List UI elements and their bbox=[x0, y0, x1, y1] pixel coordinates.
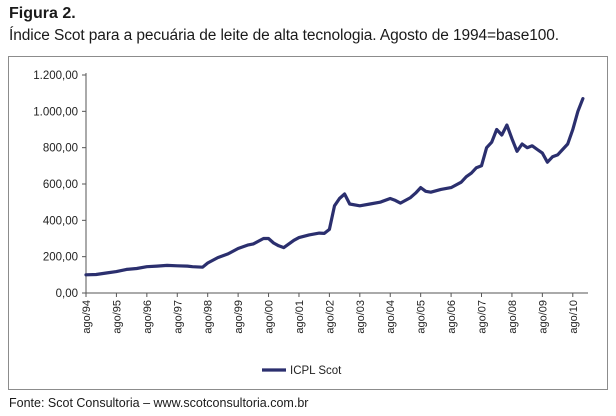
x-tick-label: ago/98 bbox=[203, 300, 215, 334]
figure-caption: Índice Scot para a pecuária de leite de … bbox=[9, 27, 559, 44]
series-group bbox=[84, 96, 585, 277]
y-axis: 0,00 200,00 400,00 600,00 800,00 1.000,00 1.20… bbox=[33, 70, 87, 300]
x-tick-label: ago/03 bbox=[355, 300, 367, 334]
x-tick-label: ago/06 bbox=[446, 300, 458, 334]
x-tick-label: ago/97 bbox=[172, 300, 184, 334]
x-tick-label: ago/07 bbox=[477, 300, 489, 334]
x-tick-label: ago/01 bbox=[294, 300, 306, 334]
legend-label: ICPL Scot bbox=[290, 365, 342, 377]
chart-frame bbox=[8, 56, 608, 390]
x-tick-label: ago/95 bbox=[111, 300, 123, 334]
x-tick-label: ago/09 bbox=[537, 300, 549, 334]
y-tick-label: 1.200,00 bbox=[33, 70, 78, 82]
y-tick-label: 200,00 bbox=[43, 252, 78, 264]
x-tick-label: ago/04 bbox=[385, 300, 397, 334]
x-tick-label: ago/05 bbox=[416, 300, 428, 334]
x-tick-label: ago/00 bbox=[264, 300, 276, 334]
x-tick-label: ago/96 bbox=[142, 300, 154, 334]
y-tick-label: 800,00 bbox=[43, 143, 78, 155]
y-tick-label: 600,00 bbox=[43, 179, 78, 191]
y-tick-label: 1.000,00 bbox=[33, 106, 78, 118]
x-axis: ago/94 ago/95 ago/96 ago/97 ago/98 ago/99 ago/… bbox=[81, 292, 588, 334]
y-tick-label: 400,00 bbox=[43, 215, 78, 227]
x-tick-label: ago/08 bbox=[507, 300, 519, 334]
series-line-icpl-scot bbox=[84, 96, 585, 277]
figure-label: Figura 2. bbox=[9, 5, 76, 22]
figure-source: Fonte: Scot Consultoria – www.scotconsul… bbox=[9, 396, 309, 410]
x-tick-label: ago/02 bbox=[324, 300, 336, 334]
legend: ICPL Scot bbox=[262, 365, 342, 377]
x-tick-label: ago/10 bbox=[568, 300, 580, 334]
y-tick-label: 0,00 bbox=[56, 288, 78, 300]
x-tick-label: ago/94 bbox=[81, 300, 93, 334]
x-tick-label: ago/99 bbox=[233, 300, 245, 334]
